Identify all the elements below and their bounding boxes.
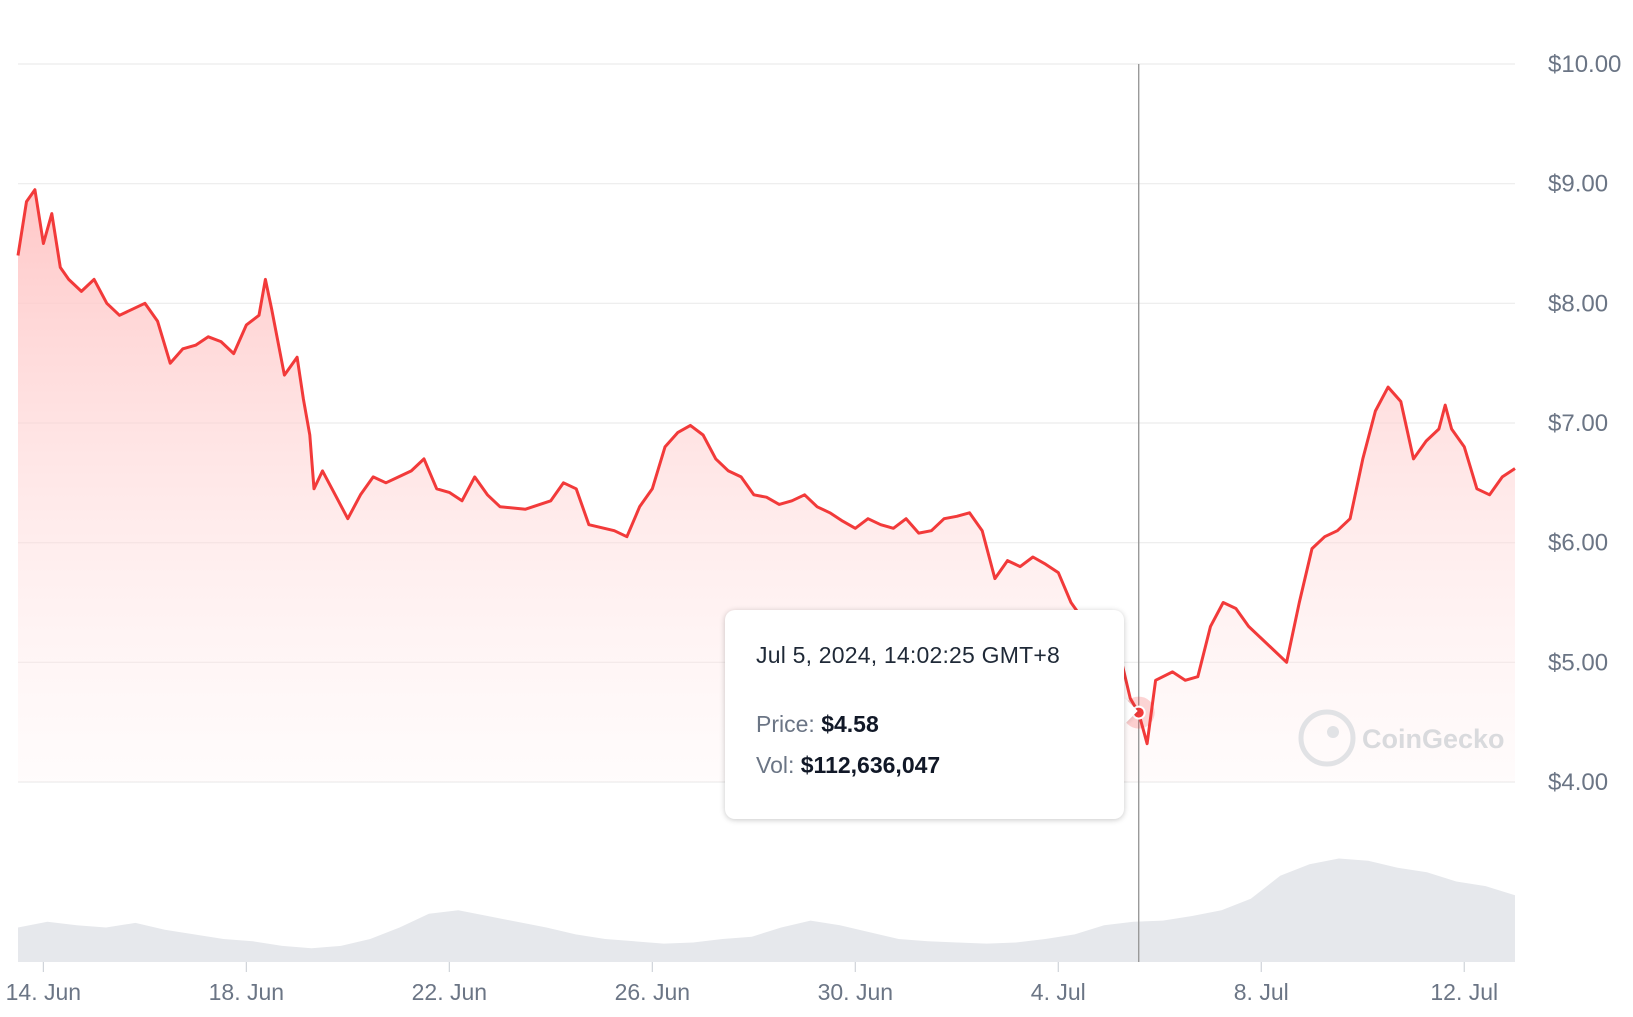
y-tick-label: $7.00 — [1548, 410, 1608, 437]
volume-area — [18, 858, 1515, 962]
price-series-line — [16, 188, 1516, 746]
x-tick-label: 22. Jun — [412, 979, 487, 1005]
y-axis: $10.00 $9.00 $8.00 $7.00 $6.00 $5.00 $4.00 — [1548, 51, 1621, 796]
y-tick-label: $6.00 — [1548, 530, 1608, 557]
y-tick-label: $8.00 — [1548, 290, 1608, 317]
price-area — [18, 189, 1515, 782]
tooltip-price-row: Price: $4.58 — [756, 711, 1092, 738]
x-tick-label: 26. Jun — [615, 979, 690, 1005]
tooltip-volume-row: Vol: $112,636,047 — [756, 752, 1092, 779]
x-tick-label: 8. Jul — [1234, 979, 1289, 1005]
x-tick-label: 4. Jul — [1031, 979, 1086, 1005]
gecko-eye-icon — [1327, 726, 1339, 738]
price-line — [16, 188, 1516, 746]
y-tick-label: $4.00 — [1548, 769, 1608, 796]
x-tick-label: 12. Jul — [1430, 979, 1498, 1005]
price-tooltip: Jul 5, 2024, 14:02:25 GMT+8 Price: $4.58… — [725, 610, 1124, 819]
tooltip-volume-value: $112,636,047 — [800, 752, 941, 778]
watermark-text: CoinGecko — [1362, 724, 1505, 754]
x-tick-label: 18. Jun — [209, 979, 284, 1005]
volume-series — [18, 858, 1515, 962]
tooltip-price-value: $4.58 — [821, 711, 879, 737]
x-tick-label: 14. Jun — [6, 979, 81, 1005]
tooltip-date: Jul 5, 2024, 14:02:25 GMT+8 — [756, 642, 1060, 668]
y-tick-label: $10.00 — [1548, 51, 1621, 78]
y-tick-label: $9.00 — [1548, 171, 1608, 198]
price-area-fill — [18, 189, 1515, 782]
x-axis: 14. Jun 18. Jun 22. Jun 26. Jun 30. Jun 4. Ju… — [6, 962, 1498, 1005]
coingecko-watermark: CoinGecko — [1298, 709, 1505, 767]
tooltip-price-label: Price: — [756, 711, 815, 737]
tooltip-volume-label: Vol: — [756, 752, 795, 778]
y-tick-label: $5.00 — [1548, 649, 1608, 676]
gecko-logo-icon — [1298, 709, 1356, 767]
x-tick-label: 30. Jun — [818, 979, 893, 1005]
